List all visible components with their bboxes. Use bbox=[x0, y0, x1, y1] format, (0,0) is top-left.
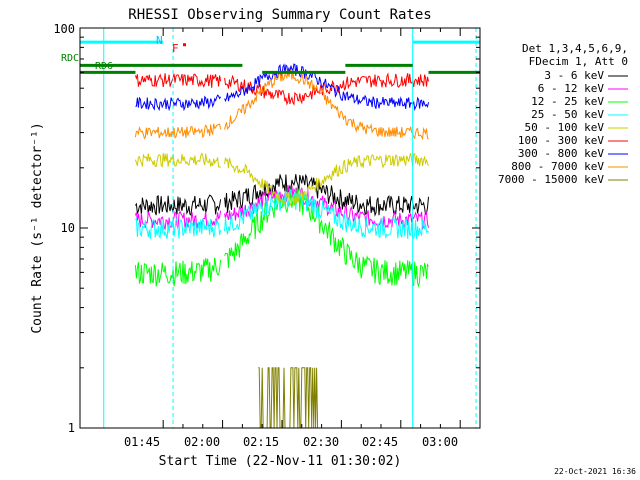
series-line-6-seg0 bbox=[135, 94, 222, 112]
series-line-3-seg1 bbox=[224, 189, 429, 240]
tick-layer bbox=[80, 27, 480, 429]
x-axis-label: Start Time (22-Nov-11 01:30:02) bbox=[159, 454, 402, 469]
legend-label-100-300: 100 - 300 keV bbox=[518, 134, 604, 147]
y-tick-label-100: 100 bbox=[53, 22, 75, 36]
annotation-rdc: RDC bbox=[61, 53, 79, 64]
series-line-4-seg1 bbox=[224, 152, 429, 208]
x-tick-label-0245: 02:45 bbox=[362, 435, 398, 449]
flare-marker bbox=[183, 43, 187, 47]
legend-header-2: FDecim 1, Att 0 bbox=[529, 55, 628, 68]
series-7 bbox=[134, 69, 429, 141]
series-line-3-seg0 bbox=[135, 216, 222, 240]
series-3 bbox=[135, 189, 429, 240]
chart-title: RHESSI Observing Summary Count Rates bbox=[128, 7, 431, 23]
series-line-2-seg0 bbox=[134, 257, 222, 287]
legend-label-12-25: 12 - 25 keV bbox=[531, 95, 604, 108]
series-5 bbox=[134, 72, 429, 106]
legend-label-800-7000: 800 - 7000 keV bbox=[511, 160, 604, 173]
series-line-6-seg1 bbox=[224, 63, 429, 112]
series-line-7-seg0 bbox=[134, 123, 222, 140]
series-8 bbox=[258, 367, 319, 429]
series-line-7-seg1 bbox=[224, 69, 429, 141]
legend-header-1: Det 1,3,4,5,6,9, bbox=[522, 42, 628, 55]
series-line-4-seg0 bbox=[134, 152, 221, 168]
legend-label-50-100: 50 - 100 keV bbox=[525, 121, 605, 134]
footer-timestamp: 22-Oct-2021 16:36 bbox=[554, 467, 636, 476]
legend-label-3-6: 3 - 6 keV bbox=[544, 69, 604, 82]
legend-label-6-12: 6 - 12 keV bbox=[538, 82, 605, 95]
legend-label-25-50: 25 - 50 keV bbox=[531, 108, 604, 121]
legend-label-300-800: 300 - 800 keV bbox=[518, 147, 604, 160]
series-2 bbox=[134, 186, 429, 288]
annotation-n: N bbox=[156, 34, 163, 47]
legend-label-7000-15000: 7000 - 15000 keV bbox=[498, 173, 604, 186]
y-axis-label: Count Rate (s⁻¹ detector⁻¹) bbox=[30, 122, 45, 333]
annotation-rd6: RD6 bbox=[95, 61, 113, 72]
series-line-0-seg0 bbox=[134, 194, 222, 217]
series-line-1-seg1 bbox=[224, 184, 429, 231]
x-tick-label-0230: 02:30 bbox=[303, 435, 339, 449]
x-tick-label-0300: 03:00 bbox=[422, 435, 458, 449]
legend: Det 1,3,4,5,6,9, FDecim 1, Att 0 3 - 6 k… bbox=[498, 42, 628, 186]
series-layer bbox=[134, 63, 429, 429]
series-6 bbox=[135, 63, 429, 112]
series-4 bbox=[134, 152, 429, 208]
annotation-layer bbox=[80, 28, 480, 428]
series-line-5-seg1 bbox=[224, 72, 429, 106]
series-line-5-seg0 bbox=[134, 73, 222, 88]
series-line-8 bbox=[258, 367, 319, 429]
annotation-f: F bbox=[172, 42, 179, 55]
y-tick-label-10: 10 bbox=[61, 221, 75, 235]
x-tick-label-0200: 02:00 bbox=[184, 435, 220, 449]
y-tick-label-1: 1 bbox=[68, 421, 75, 435]
x-tick-label-0145: 01:45 bbox=[124, 435, 160, 449]
series-line-2-seg1 bbox=[224, 186, 429, 288]
x-tick-label-0215: 02:15 bbox=[243, 435, 279, 449]
